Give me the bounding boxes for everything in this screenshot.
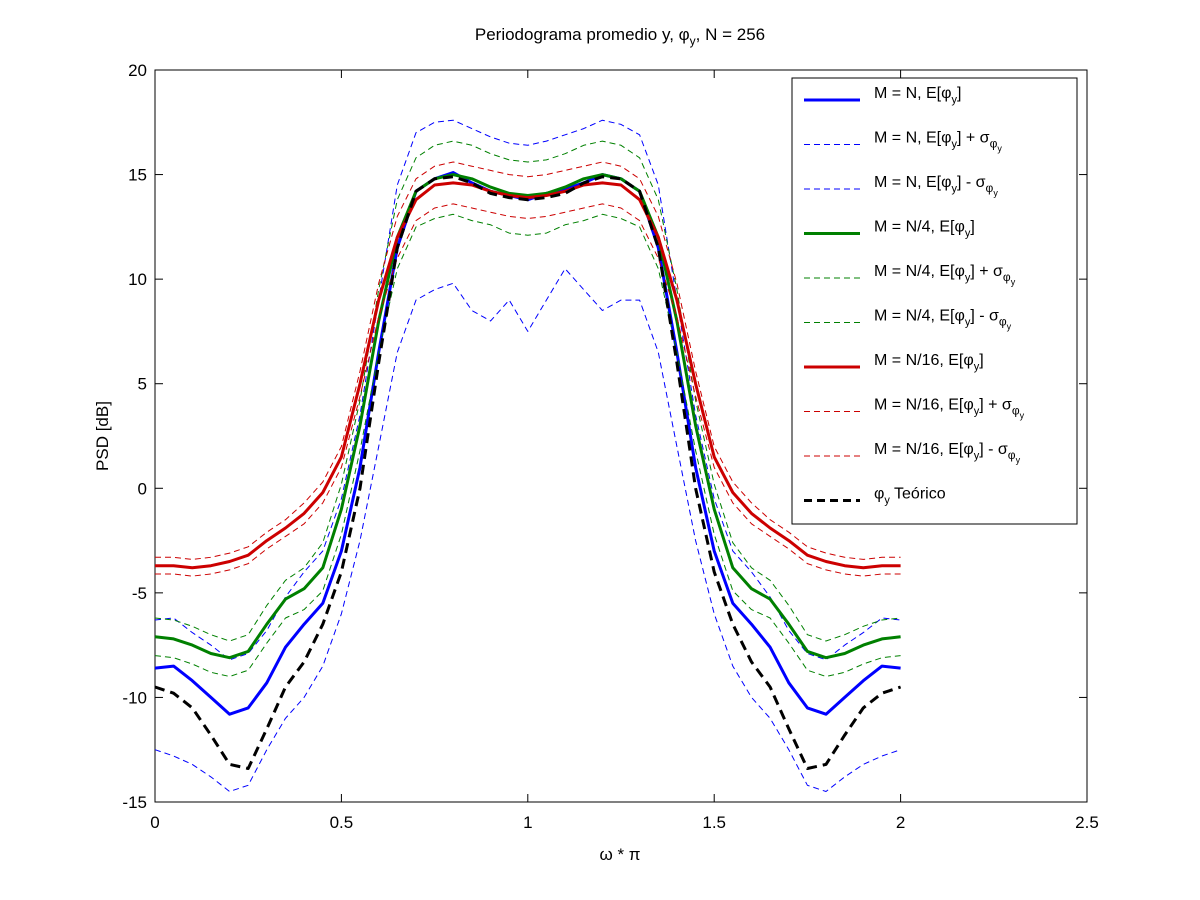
y-axis-label: PSD [dB]: [93, 401, 112, 471]
legend: M = N, E[φy] M = N, E[φy] + σφy M = N, E[φ…: [791, 77, 1078, 525]
x-tick-label: 1.5: [702, 813, 726, 832]
x-axis-label: ω * π: [599, 845, 640, 864]
y-tick-label: 5: [138, 375, 147, 394]
title-part-sub: y: [690, 34, 696, 48]
series-line-7: [155, 161, 901, 560]
x-axis-ticks: 0 0.5 1 1.5 2 2.5: [150, 70, 1099, 832]
title-part-main: Periodograma promedio y, φ: [475, 25, 690, 44]
series-line-6: [155, 181, 901, 570]
legend-box: [791, 77, 1078, 525]
y-tick-label: -15: [122, 793, 147, 812]
x-tick-label: 1: [523, 813, 532, 832]
series-line-9: [154, 175, 902, 770]
legend-label-4: M = N/4, E[φy] + σφy: [874, 263, 1016, 287]
title-part-tail: , N = 256: [696, 25, 765, 44]
plot-area: [154, 69, 1088, 803]
x-tick-label: 0: [150, 813, 159, 832]
legend-label-0: M = N, E[φy]: [874, 85, 961, 106]
legend-label-2: M = N, E[φy] - σφy: [874, 174, 998, 198]
series-layer: [154, 119, 902, 792]
legend-label-3: M = N/4, E[φy]: [874, 219, 975, 240]
x-tick-label: 2.5: [1075, 813, 1099, 832]
y-axis-ticks: -15 -10 -5 0 5 10 15 20: [122, 61, 1087, 812]
y-tick-label: -5: [132, 584, 147, 603]
x-tick-label: 0.5: [330, 813, 354, 832]
series-line-0: [154, 171, 901, 716]
legend-label-6: M = N/16, E[φy]: [874, 352, 984, 373]
y-tick-label: 10: [128, 270, 147, 289]
series-line-2: [154, 268, 901, 792]
legend-label-5: M = N/4, E[φy] - σφy: [874, 308, 1012, 332]
legend-label-1: M = N, E[φy] + σφy: [874, 130, 1002, 154]
legend-label-8: M = N/16, E[φy] - σφy: [874, 441, 1021, 465]
legend-label-9: φy Teórico: [874, 486, 946, 507]
series-line-4: [154, 140, 901, 642]
series-line-8: [155, 203, 901, 577]
y-tick-label: 15: [128, 166, 147, 185]
y-tick-label: 0: [138, 479, 147, 498]
y-tick-label: 20: [128, 61, 147, 80]
series-line-5: [154, 213, 901, 677]
x-tick-label: 2: [896, 813, 905, 832]
series-line-3: [154, 173, 901, 660]
legend-label-7: M = N/16, E[φy] + σφy: [874, 397, 1025, 421]
y-tick-label: -10: [122, 688, 147, 707]
chart-title: Periodograma promedio y, φy, N = 256: [475, 25, 765, 48]
